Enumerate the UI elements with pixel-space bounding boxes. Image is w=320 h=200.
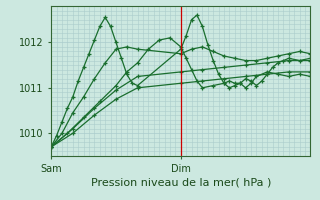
X-axis label: Pression niveau de la mer( hPa ): Pression niveau de la mer( hPa ) <box>91 178 271 188</box>
